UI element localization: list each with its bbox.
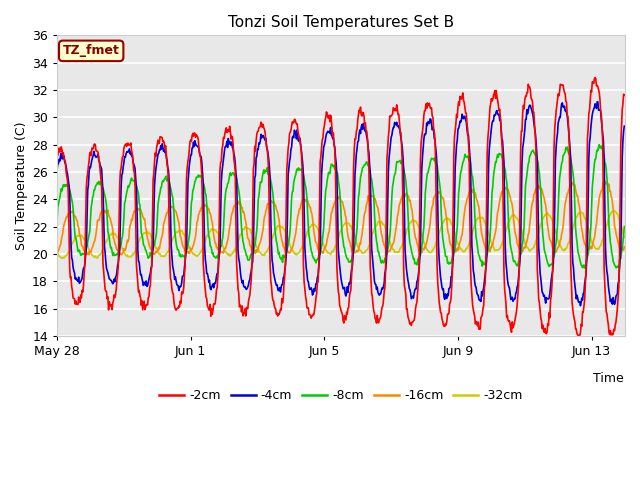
-8cm — [53, 218, 61, 224]
-32cm — [488, 240, 495, 246]
-32cm — [348, 225, 355, 231]
-2cm — [118, 158, 125, 164]
-32cm — [396, 248, 403, 253]
-32cm — [609, 208, 617, 214]
-32cm — [53, 250, 61, 255]
Line: -4cm: -4cm — [57, 102, 624, 306]
-2cm — [487, 101, 495, 107]
-16cm — [488, 245, 495, 251]
-4cm — [487, 132, 495, 137]
-16cm — [118, 251, 126, 256]
-8cm — [487, 224, 495, 230]
-32cm — [620, 235, 628, 240]
-16cm — [396, 201, 403, 207]
-2cm — [395, 112, 403, 118]
-8cm — [580, 265, 588, 271]
Legend: -2cm, -4cm, -8cm, -16cm, -32cm: -2cm, -4cm, -8cm, -16cm, -32cm — [154, 384, 528, 408]
-32cm — [131, 250, 138, 256]
-2cm — [347, 288, 355, 294]
-32cm — [169, 237, 177, 242]
Line: -8cm: -8cm — [57, 144, 624, 268]
-4cm — [168, 253, 176, 259]
-16cm — [53, 250, 61, 256]
-16cm — [131, 208, 138, 214]
-2cm — [130, 168, 138, 173]
-8cm — [620, 224, 628, 229]
-4cm — [118, 172, 125, 178]
-4cm — [593, 99, 601, 105]
-16cm — [620, 244, 628, 250]
-16cm — [169, 204, 177, 209]
Line: -2cm: -2cm — [57, 78, 624, 337]
-32cm — [118, 245, 126, 251]
-32cm — [58, 255, 66, 261]
-8cm — [168, 192, 176, 198]
-8cm — [595, 142, 603, 147]
-16cm — [348, 244, 355, 250]
Y-axis label: Soil Temperature (C): Soil Temperature (C) — [15, 121, 28, 250]
-16cm — [118, 252, 125, 258]
-2cm — [53, 153, 61, 159]
-4cm — [577, 303, 584, 309]
Line: -16cm: -16cm — [57, 181, 624, 255]
-4cm — [347, 275, 355, 280]
-2cm — [620, 92, 628, 98]
Text: TZ_fmet: TZ_fmet — [63, 44, 120, 57]
-4cm — [620, 123, 628, 129]
-8cm — [347, 259, 355, 265]
Title: Tonzi Soil Temperatures Set B: Tonzi Soil Temperatures Set B — [228, 15, 454, 30]
-2cm — [168, 286, 176, 292]
Line: -32cm: -32cm — [57, 211, 624, 258]
X-axis label: Time: Time — [593, 372, 623, 385]
-8cm — [130, 178, 138, 184]
-2cm — [591, 75, 599, 81]
-8cm — [118, 236, 125, 241]
-16cm — [602, 179, 609, 184]
-2cm — [575, 334, 582, 340]
-8cm — [395, 159, 403, 165]
-4cm — [130, 161, 138, 167]
-4cm — [395, 125, 403, 131]
-4cm — [53, 166, 61, 172]
